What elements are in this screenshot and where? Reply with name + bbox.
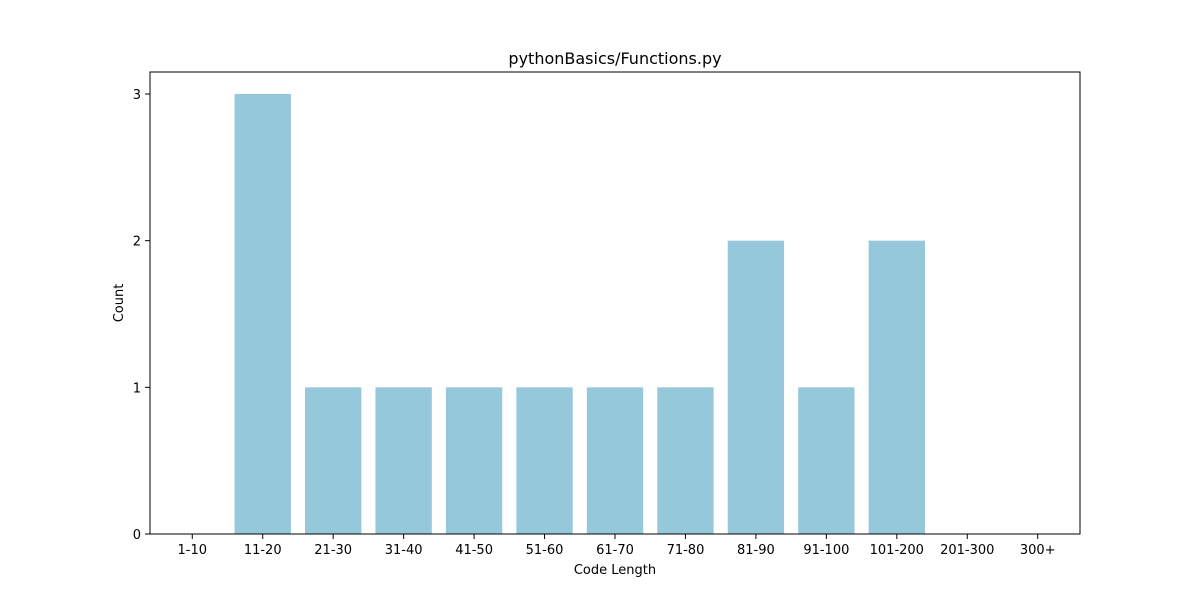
bar-41-50 — [445, 387, 503, 534]
x-tick-label: 201-300 — [940, 543, 994, 558]
bar-81-90 — [727, 240, 785, 534]
y-axis-label: Count — [112, 284, 127, 323]
y-tick-label: 2 — [133, 235, 141, 250]
chart-title: pythonBasics/Functions.py — [508, 49, 721, 68]
x-tick-label: 71-80 — [667, 543, 705, 558]
x-tick-label: 11-20 — [244, 543, 282, 558]
x-tick-label: 101-200 — [870, 543, 924, 558]
bar-21-30 — [305, 387, 362, 534]
bar-31-40 — [375, 387, 432, 534]
x-tick-label: 51-60 — [526, 543, 564, 558]
y-axis: 0 1 2 3 — [133, 88, 150, 543]
y-tick-label: 1 — [133, 381, 141, 396]
bar-11-20 — [234, 94, 291, 534]
y-tick-label: 0 — [133, 528, 141, 543]
bar-101-200 — [868, 240, 925, 534]
x-axis: 1-10 11-20 21-30 31-40 41-50 51-60 61-70 71-80 8… — [178, 534, 1056, 558]
bar-71-80 — [657, 387, 714, 534]
bar-61-70 — [586, 387, 644, 534]
x-tick-label: 91-100 — [803, 543, 849, 558]
x-tick-label: 1-10 — [178, 543, 208, 558]
x-tick-label: 21-30 — [314, 543, 352, 558]
bar-91-100 — [798, 387, 855, 534]
y-tick-label: 3 — [133, 88, 141, 103]
x-tick-label: 31-40 — [385, 543, 423, 558]
x-axis-label: Code Length — [574, 563, 656, 578]
x-tick-label: 300+ — [1020, 543, 1056, 558]
x-tick-label: 61-70 — [596, 543, 634, 558]
x-tick-label: 41-50 — [455, 543, 493, 558]
bars-group — [234, 94, 925, 534]
bar-51-60 — [516, 387, 573, 534]
x-tick-label: 81-90 — [737, 543, 775, 558]
